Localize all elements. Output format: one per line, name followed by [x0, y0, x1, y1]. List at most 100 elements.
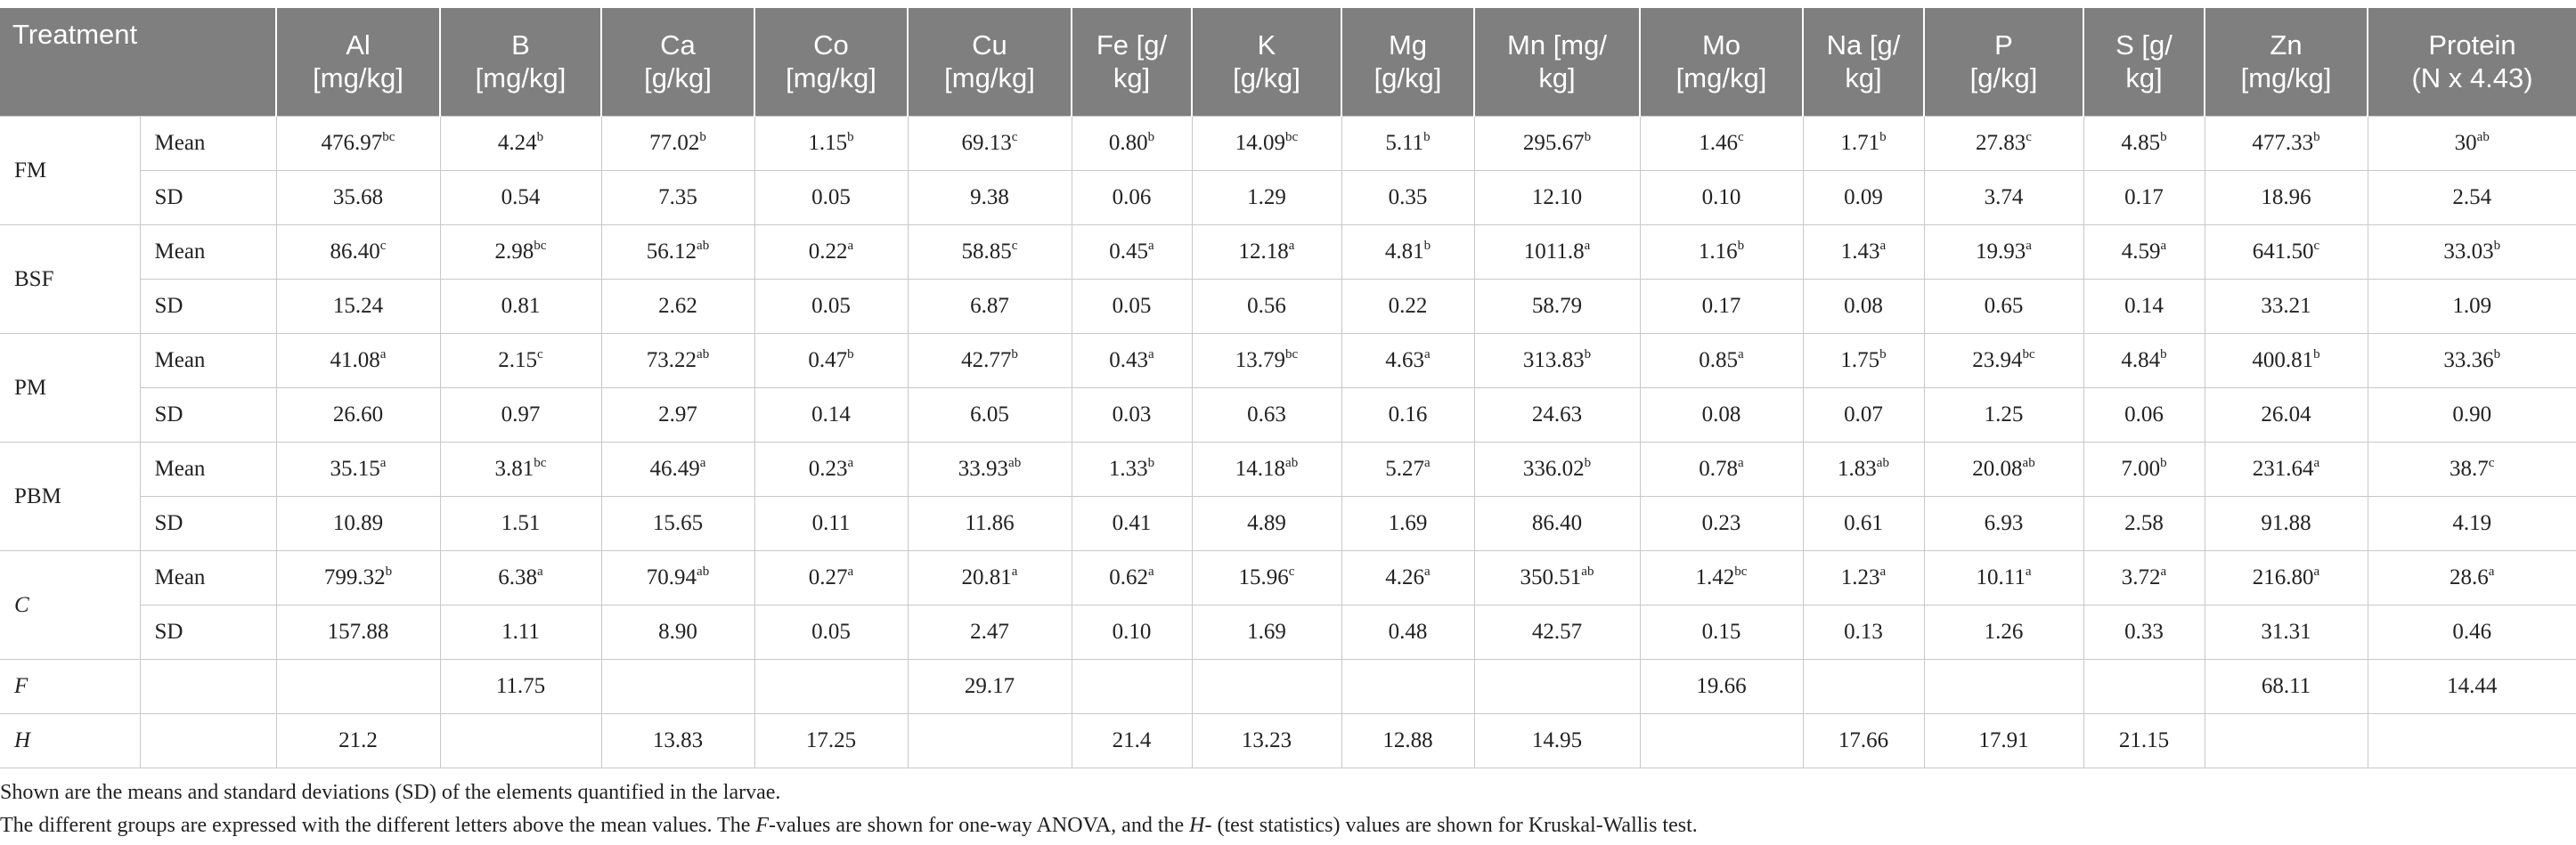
value: 641.50 [2252, 240, 2314, 264]
table-body: FM Mean 476.97bc 4.24b 77.02b 1.15b 69.13c 0.80… [0, 116, 2576, 768]
value-cell: 3.81bc [439, 442, 602, 497]
value-cell: 4.89 [1191, 496, 1342, 551]
value: 69.13 [961, 131, 1012, 155]
value-cell: 0.14 [754, 387, 909, 443]
data-row: PBM Mean 35.15a 3.81bc 46.49a 0.23a 33.93ab 1.3… [0, 442, 2576, 551]
value-cell: 0.05 [754, 279, 909, 334]
value-cell: 0.45a [1071, 224, 1193, 280]
value: 0.45 [1109, 240, 1149, 264]
value-cell [1639, 713, 1804, 768]
row-label: SD [140, 170, 277, 225]
value-cell: 10.11a [1923, 550, 2084, 605]
value-cell [1071, 659, 1193, 714]
value: 0.61 [1844, 511, 1883, 535]
header-line: [mg/kg] [786, 61, 876, 93]
value-cell: 0.63 [1191, 387, 1342, 443]
header-line: P [1994, 29, 2013, 61]
header-line: (N x 4.43) [2411, 61, 2533, 93]
value-cell: 1.15b [754, 116, 909, 171]
value: 4.84 [2121, 348, 2161, 372]
value-cell: 8.90 [600, 605, 755, 660]
group-letter: a [2160, 565, 2167, 579]
group-letter: b [2160, 456, 2167, 470]
value: 350.51 [1520, 565, 1582, 589]
value-cell: 2.97 [600, 387, 755, 443]
group-letter: a [1584, 239, 1591, 253]
value: 0.06 [1112, 185, 1152, 209]
value-cell: 0.80b [1071, 116, 1193, 171]
value: 6.87 [970, 294, 1009, 318]
value-cell: 1.23a [1802, 550, 1925, 605]
value: 21.15 [2118, 728, 2170, 752]
value-cell: 0.27a [754, 550, 909, 605]
value-cell: 1.75b [1802, 333, 1925, 388]
value: 5.27 [1385, 457, 1425, 481]
value-cell: 1.09 [2367, 279, 2576, 334]
value-cell: 91.88 [2204, 496, 2368, 551]
value-cell: 0.15 [1639, 605, 1804, 660]
value: 0.05 [811, 185, 851, 209]
value-cell: 14.18ab [1191, 442, 1342, 497]
group-letter: ab [1285, 456, 1299, 470]
value-cell: 2.62 [600, 279, 755, 334]
value: 20.08 [1972, 457, 2023, 481]
column-header: Mo [mg/kg] [1639, 8, 1803, 117]
value-cell: 1.33b [1071, 442, 1193, 497]
group-letter: ab [1876, 456, 1889, 470]
value-cell: 477.33b [2204, 116, 2368, 171]
value: 11.86 [965, 511, 1015, 535]
value-cell: 0.81 [439, 279, 602, 334]
value-cell: 14.44 [2367, 659, 2576, 714]
value: 70.94 [646, 565, 697, 589]
group-letter: a [1424, 456, 1431, 470]
value: 0.03 [1112, 402, 1152, 427]
value: 477.33 [2252, 131, 2314, 155]
value-cell: 0.16 [1341, 387, 1475, 443]
value: 8.90 [658, 620, 697, 644]
value: 58.79 [1531, 294, 1583, 318]
value: 17.91 [1978, 728, 2029, 752]
value: 33.93 [958, 457, 1009, 481]
value: 0.05 [1112, 294, 1152, 318]
group-letter: b [847, 130, 854, 144]
value: 476.97 [321, 131, 383, 155]
group-letter: b [2493, 239, 2501, 253]
group-letter: bc [1285, 130, 1299, 144]
value-cell: 58.79 [1473, 279, 1641, 334]
group-letter: b [2160, 347, 2167, 362]
footnote-text: H [1189, 814, 1205, 837]
value-cell: 20.81a [907, 550, 1072, 605]
value: 1.71 [1840, 131, 1880, 155]
group-letter: ab [697, 565, 710, 579]
group-letter: bc [382, 130, 395, 144]
value: 35.68 [332, 185, 384, 209]
value-cell: 41.08a [275, 333, 441, 388]
group-letter: b [1423, 239, 1431, 253]
group-letter: a [1288, 239, 1295, 253]
group-letter: bc [534, 456, 547, 470]
stat-label: F [0, 659, 141, 714]
value-cell: 35.68 [275, 170, 441, 225]
group-letter: b [385, 565, 393, 579]
data-row: SD 10.89 1.51 15.65 0.11 11.86 0.41 4.89 1.69 86.… [0, 496, 2576, 551]
header-line: [g/kg] [1233, 61, 1300, 93]
value: 86.40 [330, 240, 380, 264]
value: 1.83 [1838, 457, 1877, 481]
value-cell: 73.22ab [600, 333, 755, 388]
value: 15.24 [332, 294, 384, 318]
value-cell [2204, 713, 2368, 768]
value: 3.81 [494, 457, 534, 481]
data-row: BSF Mean 86.40c 2.98bc 56.12ab 0.22a 58.85c 0.4… [0, 224, 2576, 334]
header-line: Al [346, 29, 371, 61]
header-line: Co [813, 29, 849, 61]
value: 1.26 [1984, 620, 2024, 644]
value: 33.21 [2261, 294, 2311, 318]
data-table: Treatment Al [mg/kg] B [mg/kg] Ca [g/kg] Co [mg… [0, 8, 2576, 768]
row-label: Mean [139, 333, 277, 388]
value: 17.66 [1838, 728, 1889, 752]
header-line: Na [g/ [1826, 29, 1901, 61]
value-cell: 38.7c [2367, 442, 2576, 497]
value: 0.13 [1844, 620, 1883, 644]
value-cell: 69.13c [907, 116, 1072, 171]
